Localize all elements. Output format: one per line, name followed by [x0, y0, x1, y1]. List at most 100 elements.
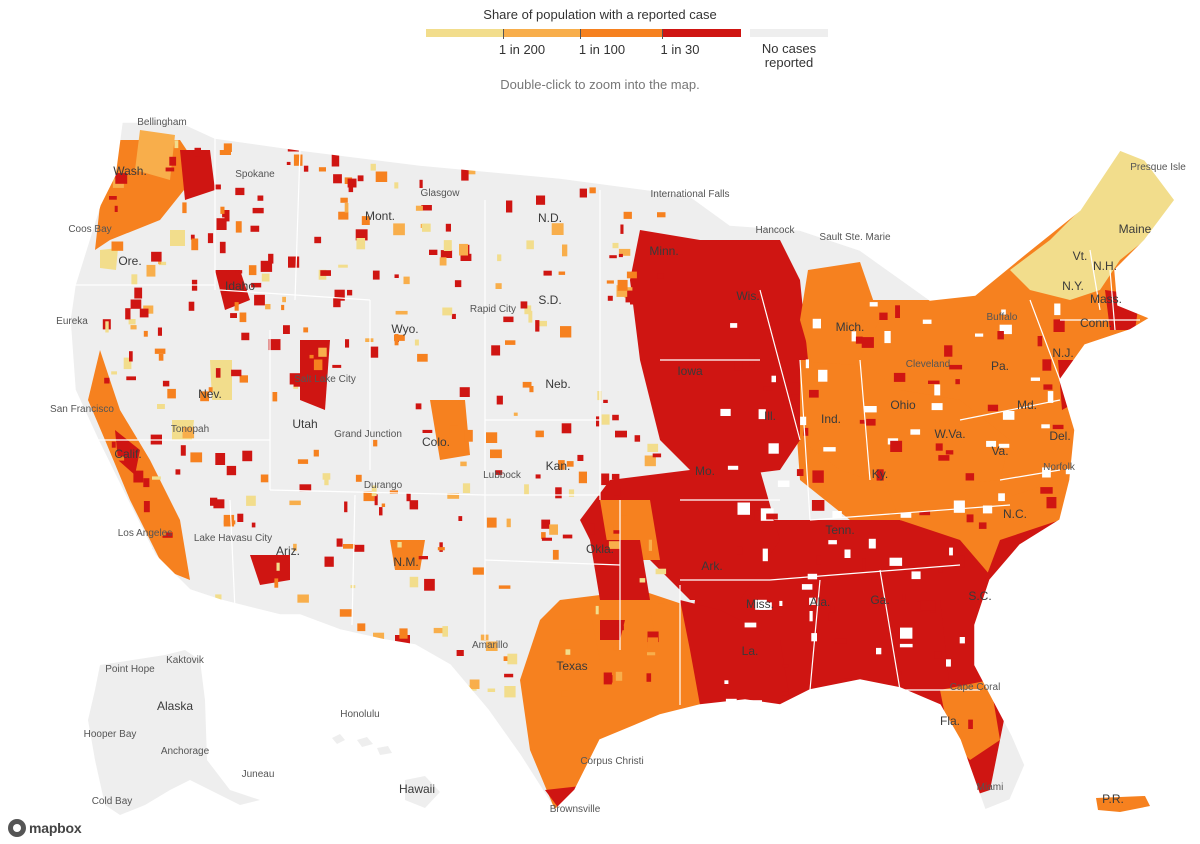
place-label: International Falls — [651, 189, 730, 200]
county-speck — [460, 253, 472, 261]
county-speck — [260, 474, 269, 483]
county-speck — [615, 671, 623, 681]
county-speck — [169, 156, 177, 166]
county-speck — [1030, 377, 1040, 381]
county-speck — [646, 142, 652, 153]
county-speck — [928, 380, 940, 384]
county-speck — [589, 187, 596, 194]
mapbox-attribution[interactable]: mapbox — [8, 818, 82, 838]
county-cluster — [300, 340, 330, 410]
county-speck — [832, 511, 842, 519]
place-label: Los Angeles — [118, 528, 173, 539]
county-speck — [182, 587, 186, 592]
county-speck — [133, 470, 144, 483]
county-speck — [182, 202, 187, 214]
state-label: Colo. — [422, 435, 450, 449]
state-label: Maine — [1119, 222, 1152, 236]
county-speck — [216, 218, 227, 230]
county-speck — [373, 632, 385, 642]
county-speck — [191, 238, 199, 251]
county-speck — [251, 522, 256, 528]
state-label: Ga. — [870, 593, 889, 607]
county-speck — [194, 147, 201, 157]
county-speck — [949, 547, 953, 556]
county-speck — [949, 364, 963, 370]
county-speck — [1071, 557, 1077, 564]
county-speck — [744, 622, 757, 628]
state-label: Ill. — [764, 409, 776, 423]
county-speck — [235, 187, 245, 196]
county-cluster — [100, 248, 118, 270]
county-speck — [796, 469, 804, 476]
county-speck — [265, 304, 271, 310]
county-speck — [303, 327, 309, 333]
county-speck — [902, 593, 906, 601]
county-speck — [215, 453, 226, 465]
county-speck — [613, 530, 621, 534]
county-speck — [783, 394, 792, 405]
county-speck — [454, 280, 462, 288]
county-speck — [126, 376, 136, 381]
place-label: Anchorage — [161, 746, 210, 757]
county-speck — [394, 182, 399, 189]
place-label: Salt Lake City — [294, 374, 356, 385]
county-speck — [424, 578, 435, 591]
state-label: Vt. — [1073, 249, 1088, 263]
county-speck — [111, 441, 116, 448]
county-speck — [818, 369, 828, 382]
map-canvas[interactable]: Wash. Ore. Calif. Idaho Nev. Utah Ariz. Mont. Wy… — [0, 100, 1200, 844]
county-speck — [152, 476, 161, 480]
county-speck — [319, 141, 327, 153]
county-speck — [365, 338, 374, 342]
county-speck — [254, 294, 265, 306]
county-speck — [724, 680, 729, 684]
county-speck — [239, 375, 248, 383]
state-label: N.Y. — [1062, 279, 1084, 293]
county-cluster — [312, 720, 324, 732]
county-speck — [549, 524, 558, 535]
legend-swatch-lowest — [426, 29, 503, 37]
county-speck — [734, 358, 743, 371]
place-label: Cold Bay — [92, 796, 133, 807]
county-cluster — [180, 150, 215, 200]
county-speck — [114, 205, 118, 212]
county-speck — [464, 429, 473, 442]
county-speck — [603, 399, 608, 403]
county-speck — [1070, 653, 1075, 661]
choropleth-map[interactable]: Wash. Ore. Calif. Idaho Nev. Utah Ariz. Mont. Wy… — [0, 100, 1200, 844]
county-speck — [399, 628, 408, 639]
county-speck — [338, 211, 349, 220]
county-speck — [811, 500, 825, 511]
county-speck — [965, 473, 975, 481]
county-speck — [111, 241, 124, 251]
county-speck — [506, 200, 513, 213]
county-speck — [466, 168, 476, 175]
hawaii-island — [377, 746, 392, 755]
county-speck — [322, 473, 331, 480]
county-speck — [608, 541, 620, 549]
county-speck — [762, 548, 768, 562]
county-speck — [988, 650, 994, 657]
county-speck — [617, 279, 628, 291]
county-speck — [144, 582, 151, 587]
county-speck — [340, 197, 348, 203]
county-speck — [440, 250, 453, 258]
county-speck — [309, 354, 314, 359]
county-speck — [151, 251, 162, 262]
legend-tick — [580, 29, 581, 39]
county-speck — [460, 461, 467, 467]
county-speck — [363, 491, 375, 502]
county-speck — [938, 566, 943, 573]
county-speck — [1026, 542, 1039, 554]
county-cluster — [1010, 150, 1175, 300]
county-speck — [809, 611, 813, 622]
county-speck — [803, 427, 809, 436]
county-speck — [157, 404, 165, 409]
county-speck — [779, 600, 783, 606]
county-speck — [429, 249, 438, 255]
county-speck — [812, 318, 821, 329]
county-speck — [920, 600, 929, 611]
puerto-rico-land — [1096, 796, 1150, 812]
place-label: Cleveland — [906, 359, 950, 370]
county-speck — [395, 310, 408, 315]
